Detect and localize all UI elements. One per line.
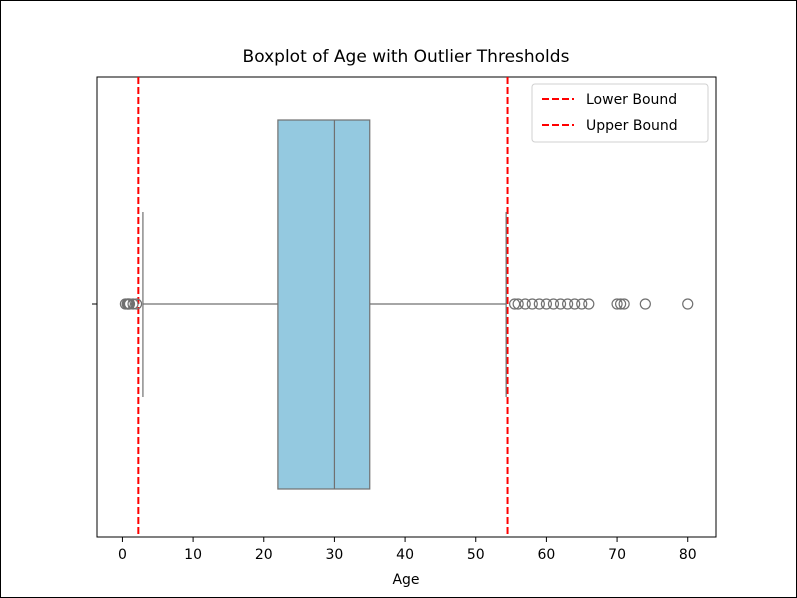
outlier-point	[576, 298, 588, 310]
x-tick-label: 20	[255, 547, 273, 563]
outlier-point	[540, 298, 553, 310]
outlier-point	[512, 298, 524, 310]
iqr-box	[277, 119, 371, 490]
x-tick-label: 80	[679, 547, 697, 563]
outlier-point	[519, 298, 531, 310]
outlier-point	[554, 298, 567, 310]
outlier-point	[618, 298, 630, 310]
x-tick-label: 70	[608, 547, 626, 563]
x-tick-label: 30	[326, 547, 344, 563]
legend-entry: Upper Bound	[586, 118, 678, 134]
outlier-point	[130, 298, 143, 310]
outlier-point	[123, 298, 136, 310]
legend-box	[531, 83, 709, 143]
outlier-point	[562, 298, 574, 310]
outlier-point	[526, 298, 538, 310]
outlier-point	[639, 298, 651, 310]
chart-title: Boxplot of Age with Outlier Thresholds	[243, 47, 570, 67]
x-tick-label: 0	[118, 547, 127, 563]
outlier-point	[569, 298, 581, 310]
outlier-point	[615, 298, 627, 310]
outlier-point	[611, 298, 623, 310]
outlier-point	[533, 298, 545, 310]
outlier-point	[127, 298, 139, 310]
x-tick-label: 50	[467, 547, 485, 563]
plot-area	[96, 76, 717, 538]
outlier-point	[547, 298, 560, 310]
legend-entry: Lower Bound	[586, 92, 677, 108]
x-tick-label: 40	[396, 547, 414, 563]
x-tick-label: 10	[184, 547, 202, 563]
outlier-point	[583, 298, 595, 310]
legend: Lower Bound Upper Bound	[531, 83, 709, 143]
x-tick-label: 60	[537, 547, 555, 563]
x-axis-label: Age	[392, 572, 419, 588]
outlier-point	[682, 298, 694, 310]
